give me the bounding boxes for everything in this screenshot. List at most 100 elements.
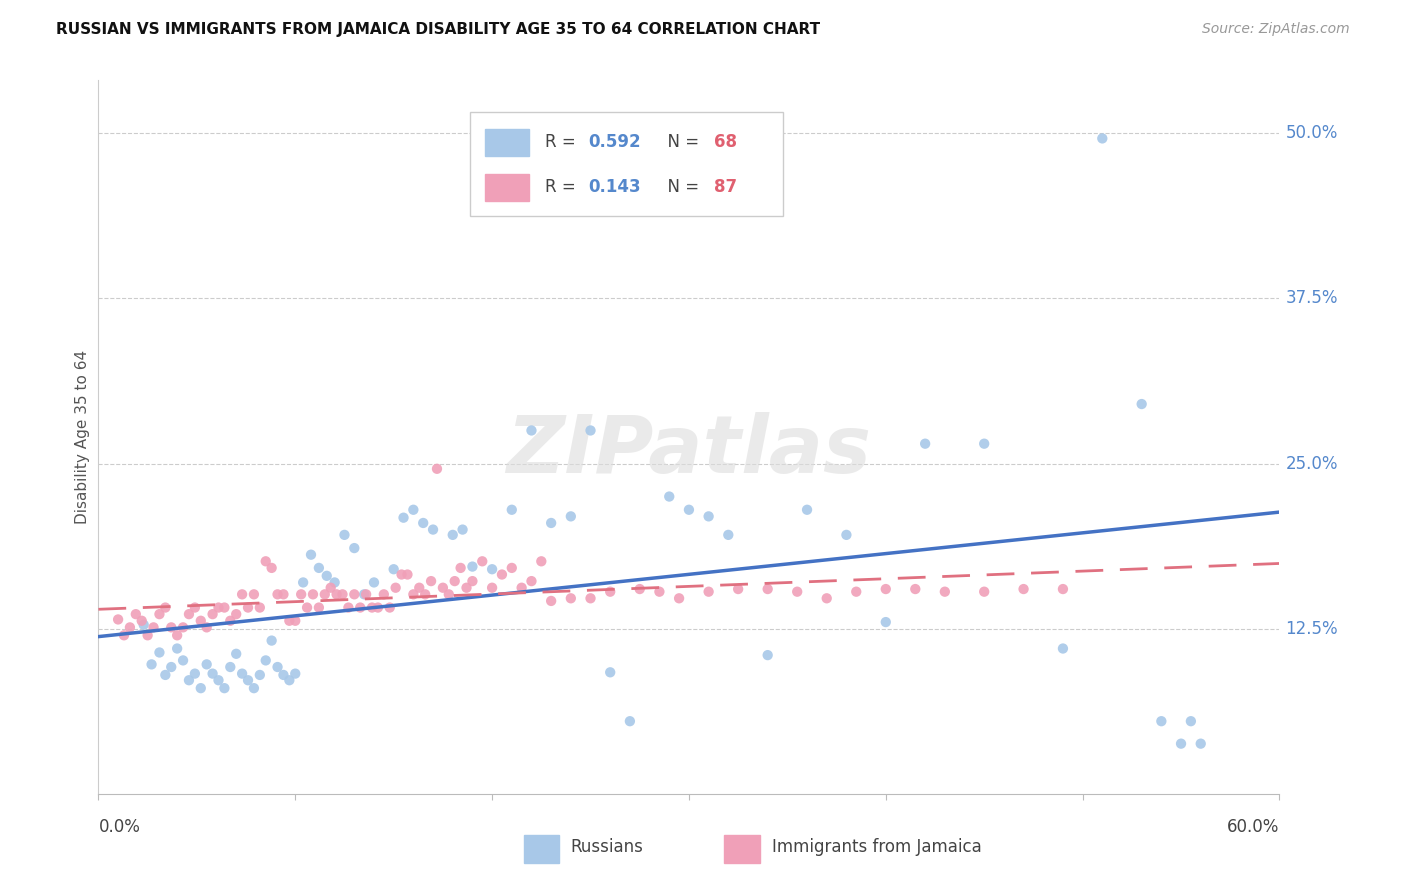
Point (249, 600, 271, 615)
Point (628, 582, 651, 596)
Point (207, 600, 229, 615)
Point (540, 516, 562, 530)
Point (560, 509, 582, 524)
Point (510, 581, 533, 595)
Point (249, 668, 271, 682)
Point (363, 575, 385, 590)
Point (315, 569, 337, 583)
Point (323, 575, 346, 590)
Point (579, 424, 602, 438)
Point (456, 581, 478, 595)
Point (273, 668, 295, 682)
Point (530, 554, 553, 568)
Point (184, 666, 207, 681)
Point (668, 591, 690, 606)
Point (284, 666, 307, 681)
Point (155, 668, 177, 682)
Point (373, 587, 395, 601)
Text: R =: R = (546, 178, 581, 196)
Text: Russians: Russians (571, 838, 644, 856)
Text: ZIPatlas: ZIPatlas (506, 412, 872, 491)
Point (354, 587, 377, 601)
Text: 25.0%: 25.0% (1285, 455, 1339, 473)
Point (333, 528, 356, 542)
Point (260, 561, 283, 575)
Point (160, 620, 183, 634)
Point (1189, 737, 1212, 751)
Point (231, 666, 253, 681)
Point (382, 562, 405, 576)
Point (302, 587, 325, 601)
Text: 0.143: 0.143 (589, 178, 641, 196)
Point (520, 424, 543, 438)
Point (396, 567, 419, 582)
Point (392, 510, 415, 524)
Point (520, 574, 543, 588)
Point (461, 559, 484, 574)
Point (1012, 582, 1035, 596)
Y-axis label: Disability Age 35 to 64: Disability Age 35 to 64 (75, 350, 90, 524)
Text: 0.0%: 0.0% (98, 818, 141, 836)
Point (201, 607, 224, 622)
Bar (485, 174, 530, 201)
Text: 50.0%: 50.0% (1285, 124, 1337, 142)
Point (118, 620, 141, 634)
Point (678, 502, 700, 516)
Point (214, 681, 236, 695)
Point (136, 628, 159, 642)
Point (579, 591, 602, 606)
Point (443, 574, 465, 588)
Point (426, 462, 449, 476)
Point (231, 587, 253, 601)
Point (219, 614, 242, 628)
Point (254, 653, 277, 667)
Point (214, 600, 236, 615)
Point (835, 528, 858, 542)
Point (451, 523, 474, 537)
Point (166, 641, 188, 656)
Point (131, 614, 153, 628)
Point (132, 617, 155, 632)
Point (422, 523, 444, 537)
Point (190, 614, 212, 628)
Point (413, 587, 436, 601)
Point (717, 528, 740, 542)
Point (195, 657, 218, 672)
Point (112, 628, 135, 642)
Point (845, 584, 868, 599)
Point (697, 509, 720, 524)
Point (243, 681, 266, 695)
Point (461, 574, 484, 588)
Point (450, 561, 472, 575)
Point (308, 561, 330, 575)
Point (914, 436, 936, 450)
Point (471, 554, 494, 568)
Point (166, 628, 188, 642)
Point (501, 561, 523, 575)
Point (727, 582, 749, 596)
Text: R =: R = (546, 134, 581, 152)
Text: Immigrants from Jamaica: Immigrants from Jamaica (772, 838, 981, 856)
Point (325, 587, 347, 601)
Point (934, 584, 956, 599)
Point (973, 584, 995, 599)
Point (319, 581, 342, 595)
Point (1052, 641, 1074, 656)
Text: Source: ZipAtlas.com: Source: ZipAtlas.com (1202, 22, 1350, 37)
Point (219, 660, 242, 674)
Point (560, 591, 582, 606)
Point (412, 516, 434, 530)
Point (481, 581, 503, 595)
Point (314, 587, 336, 601)
Point (195, 620, 218, 634)
Point (619, 714, 641, 729)
Point (599, 665, 621, 680)
Point (148, 645, 170, 659)
Text: 37.5%: 37.5% (1285, 289, 1339, 308)
Text: 87: 87 (714, 178, 737, 196)
Point (1091, 131, 1114, 145)
Point (292, 575, 315, 590)
Point (875, 615, 897, 629)
Bar (724, 835, 759, 863)
Point (201, 666, 224, 681)
